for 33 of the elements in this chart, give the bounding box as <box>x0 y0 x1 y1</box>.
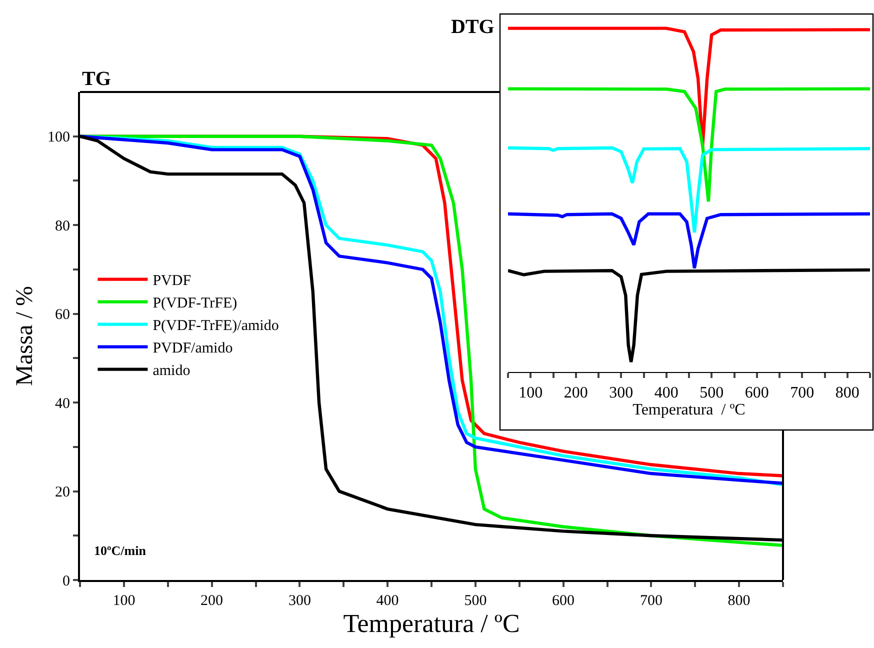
x-tick-label: 800 <box>728 593 750 609</box>
x-tick-label: 400 <box>654 384 678 402</box>
x-tick-label: 600 <box>744 384 769 402</box>
annotation: 10ºC/min <box>94 543 147 558</box>
x-tick-label: 300 <box>288 593 311 609</box>
x-tick-label: 100 <box>112 593 136 609</box>
legend-label: PVDF/amido <box>152 340 233 357</box>
legend-label: P(VDF-TrFE)/amido <box>152 318 279 334</box>
y-tick-label: 20 <box>55 484 70 501</box>
x-tick-label: 400 <box>376 593 399 609</box>
x-tick-label: 100 <box>518 384 543 402</box>
x-tick-label: 700 <box>640 593 662 609</box>
x-tick-label: 600 <box>552 593 575 609</box>
x-tick-label: 200 <box>200 593 224 609</box>
x-axis-title: Temperatura / ºC <box>343 609 520 638</box>
chart-title: TG <box>82 68 112 90</box>
y-tick-label: 0 <box>62 573 70 590</box>
y-tick-label: 100 <box>48 130 70 146</box>
y-tick-label: 40 <box>55 396 70 412</box>
y-tick-label: 60 <box>55 307 70 324</box>
legend-label: PVDF <box>152 273 192 290</box>
y-tick-label: 80 <box>55 218 70 234</box>
legend-label: P(VDF-TrFE) <box>152 296 238 312</box>
y-axis-title: Massa / % <box>12 286 38 386</box>
x-tick-label: 700 <box>790 384 814 402</box>
x-tick-label: 200 <box>564 384 588 402</box>
x-tick-label: 300 <box>609 384 634 402</box>
legend-label: amido <box>152 363 190 380</box>
x-tick-label: 500 <box>464 593 487 609</box>
x-tick-label: 800 <box>835 384 860 402</box>
x-tick-label: 500 <box>700 384 724 402</box>
x-axis-title: Temperatura / ºC <box>632 401 746 418</box>
chart-title: DTG <box>451 16 495 38</box>
